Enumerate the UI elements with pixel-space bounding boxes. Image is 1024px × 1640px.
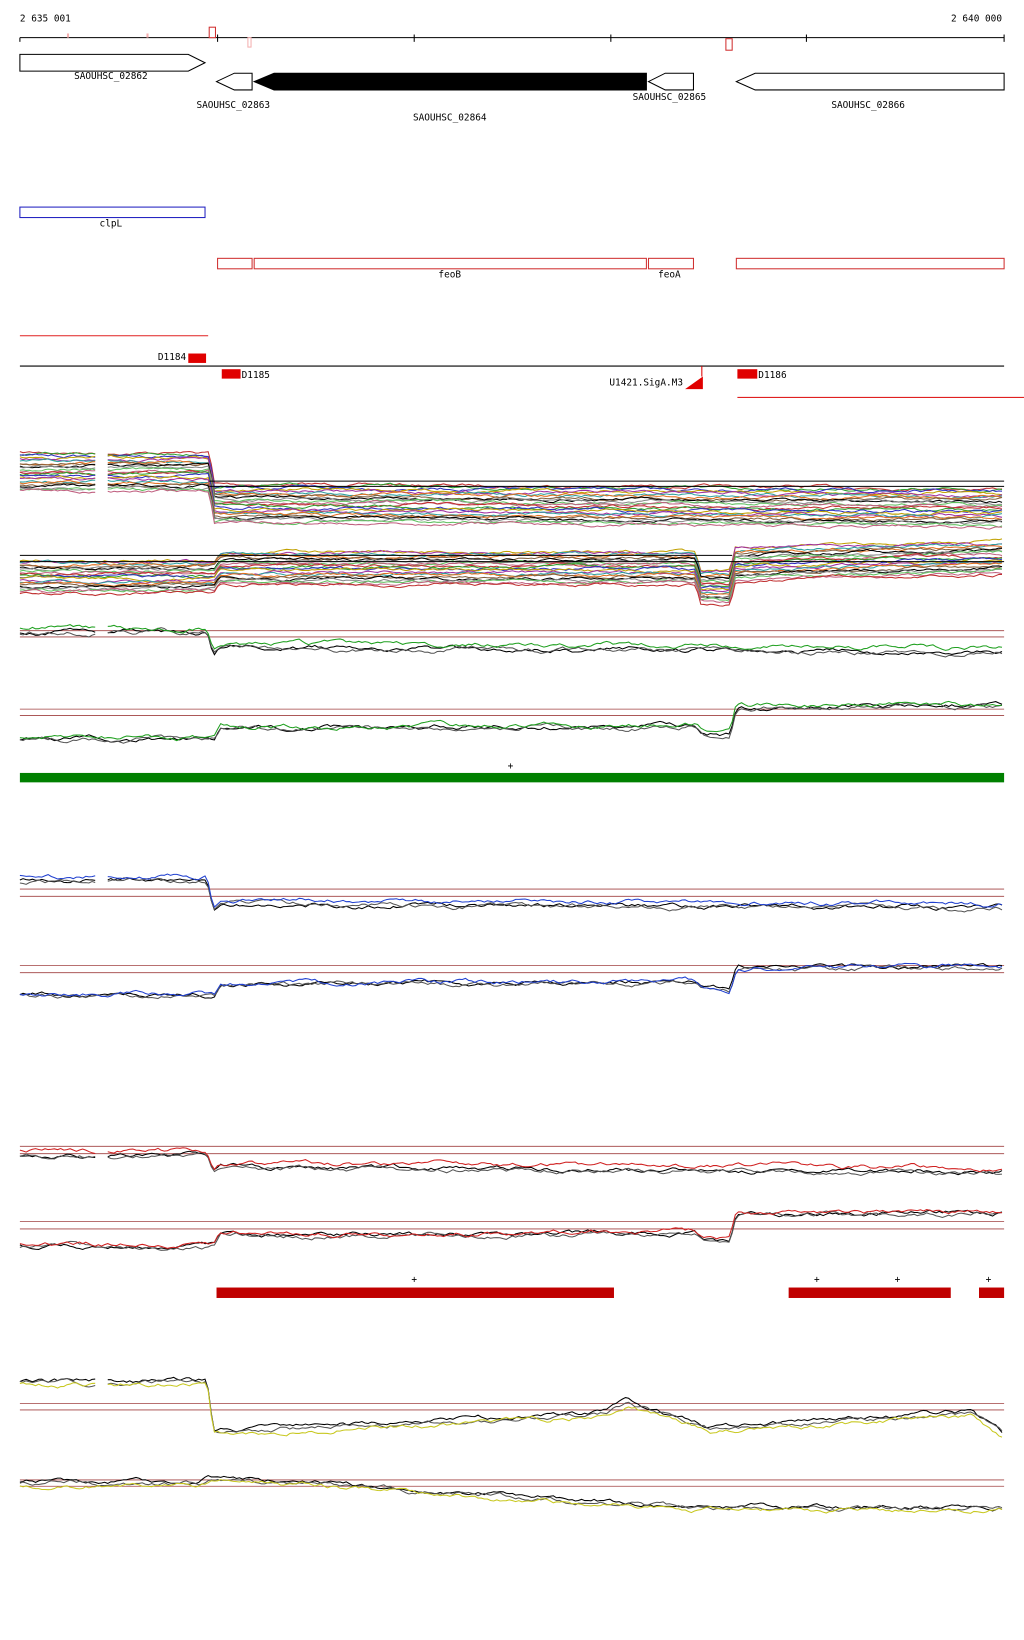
gene-arrow: [735, 72, 1005, 91]
segment-bar: [19, 772, 1005, 783]
marker: [247, 37, 252, 48]
feature-box: [217, 257, 253, 270]
trace-line: [19, 700, 1003, 742]
segment-mark: +: [895, 1275, 901, 1286]
trace-line: [19, 877, 1003, 913]
trace-line: [19, 458, 1003, 500]
trace-line: [19, 573, 1003, 607]
element-label: U1421.SigA.M3: [609, 377, 683, 388]
trace-line: [19, 1151, 1003, 1177]
trace-line: [19, 557, 1003, 589]
trace-line: [19, 567, 1003, 602]
trace-line: [19, 546, 1003, 579]
segment-mark: +: [508, 761, 514, 772]
element-label: D1185: [242, 370, 270, 381]
trace-line: [19, 1377, 1003, 1434]
gene-arrow: [647, 72, 694, 91]
trace-line: [19, 482, 1003, 522]
feature-label: feoB: [438, 270, 461, 281]
trace-line: [19, 547, 1003, 580]
trace-line: [19, 962, 1003, 998]
trace-line: [19, 1478, 1003, 1512]
gene-label: SAOUHSC_02864: [413, 113, 487, 124]
element-label: D1184: [158, 352, 187, 363]
trace-line: [19, 571, 1003, 604]
gene-label: SAOUHSC_02862: [74, 71, 148, 82]
trace-line: [19, 465, 1003, 506]
ruler: 2 635 001 2 640 000: [19, 13, 1005, 51]
ruler-start: 2 635 001: [20, 13, 71, 24]
trace-line: [19, 559, 1003, 591]
trace-line: [19, 453, 1003, 494]
trace-line: [19, 488, 1003, 530]
feature-box: [735, 257, 1005, 270]
trace-line: [19, 624, 1003, 651]
trace-line: [19, 479, 1003, 519]
expression-traces: [19, 450, 1005, 1514]
trace-line: [19, 1147, 1003, 1173]
trace-line: [19, 1210, 1003, 1251]
gene-arrow: [19, 53, 207, 72]
trace-line: [19, 1475, 1003, 1512]
trace-line: [19, 873, 1003, 908]
trace-line: [19, 553, 1003, 586]
segment-mark: +: [411, 1275, 417, 1286]
trace-line: [19, 538, 1003, 572]
gene-label: SAOUHSC_02865: [633, 92, 707, 103]
trace-line: [19, 461, 1003, 502]
marker: [66, 33, 70, 38]
segment-bar: [216, 1287, 614, 1298]
feature-box: [253, 257, 647, 270]
segment-bar: [979, 1287, 1005, 1298]
gene-label: SAOUHSC_02863: [196, 100, 270, 111]
trace-line: [19, 964, 1003, 1000]
feature-label: clpL: [100, 218, 123, 229]
element-box: [737, 369, 758, 379]
trace-line: [19, 476, 1003, 518]
element-label: D1186: [758, 370, 787, 381]
genes: [19, 53, 1005, 91]
gene-label: SAOUHSC_02866: [831, 100, 905, 111]
segment-mark: +: [814, 1275, 820, 1286]
segment-mark: +: [986, 1275, 992, 1286]
segment-bar: [788, 1287, 951, 1298]
marker: [146, 33, 149, 38]
trace-line: [19, 627, 1003, 658]
trace-line: [19, 1209, 1003, 1249]
ruler-end: 2 640 000: [951, 13, 1002, 24]
promoter-mark: [685, 376, 703, 390]
trace-line: [19, 565, 1003, 599]
trace-line: [19, 1479, 1003, 1514]
trace-line: [19, 701, 1003, 743]
feature-box: [647, 257, 694, 270]
element-box: [221, 369, 241, 379]
trace-line: [19, 472, 1003, 514]
trace-line: [19, 483, 1003, 524]
trace-line: [19, 627, 1003, 656]
gene-arrow: [252, 72, 647, 91]
operon-boxes: [217, 257, 1005, 270]
trace-line: [19, 1382, 1003, 1438]
gene-arrow: [215, 72, 253, 91]
feature-box: [19, 206, 206, 219]
trace-line: [19, 877, 1003, 911]
element-box: [188, 353, 207, 363]
trace-line: [19, 1209, 1003, 1251]
feature-label: feoA: [658, 270, 681, 281]
marker: [208, 26, 217, 39]
marker: [725, 38, 733, 51]
trace-line: [19, 565, 1003, 600]
